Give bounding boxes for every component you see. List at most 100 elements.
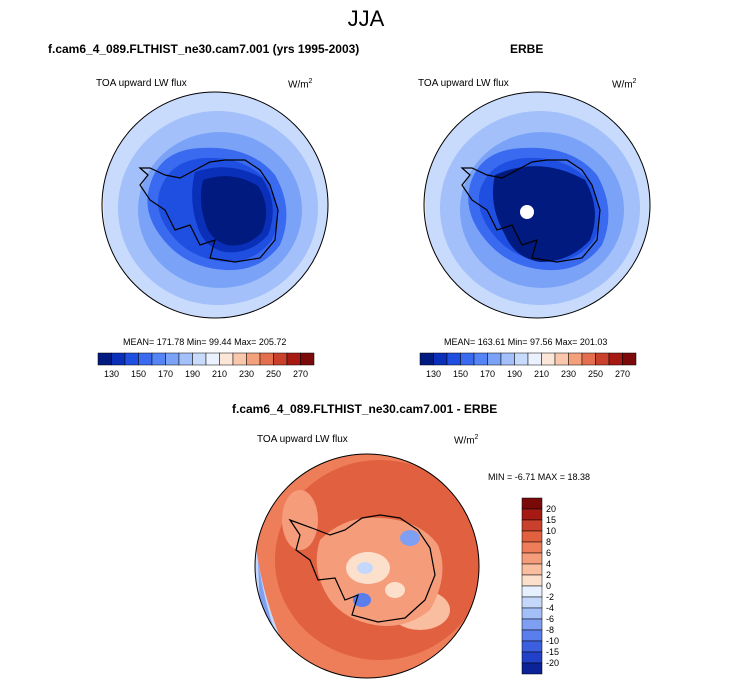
colorbar-swatch (521, 629, 543, 642)
colorbar-tick-label: 8 (546, 537, 551, 547)
colorbar-swatch (192, 352, 207, 366)
colorbar-tick-label: -15 (546, 647, 559, 657)
colorbar-tick-label: 170 (158, 369, 173, 379)
colorbar-tick-label: 170 (480, 369, 495, 379)
panel-2-title: ERBE (510, 42, 544, 56)
colorbar-swatch (97, 352, 112, 366)
colorbar-tick-label: 190 (507, 369, 522, 379)
colorbar-tick-label: 210 (534, 369, 549, 379)
colorbar-swatch (300, 352, 315, 366)
colorbar-swatch (219, 352, 234, 366)
colorbar-tick-label: 250 (266, 369, 281, 379)
panel-2-colorbar: 130 150 170 190 210 230 250 270 (419, 352, 637, 379)
panel-1-colorbar: 130 150 170 190 210 230 250 270 (97, 352, 315, 379)
colorbar-tick-label: 130 (104, 369, 119, 379)
colorbar-swatch (124, 352, 139, 366)
colorbar-tick-label: 20 (546, 504, 556, 514)
panel-1-variable-label: TOA upward LW flux (96, 78, 187, 89)
colorbar-tick-label: 6 (546, 548, 551, 558)
colorbar-tick-label: 4 (546, 559, 551, 569)
colorbar-tick-label: 270 (615, 369, 630, 379)
panel-2-variable-label: TOA upward LW flux (418, 78, 509, 89)
colorbar-tick-label: 270 (293, 369, 308, 379)
colorbar-swatch (473, 352, 488, 366)
colorbar-swatch (521, 651, 543, 664)
colorbar-tick-label: 0 (546, 581, 551, 591)
colorbar-tick-label: -10 (546, 636, 559, 646)
colorbar-tick-label: 230 (239, 369, 254, 379)
colorbar-swatch (554, 352, 569, 366)
colorbar-swatch (487, 352, 502, 366)
panel-1-title: f.cam6_4_089.FLTHIST_ne30.cam7.001 (yrs … (48, 42, 360, 56)
panel-2-units: W/m2 (612, 78, 637, 91)
colorbar-swatch (433, 352, 448, 366)
colorbar-swatch (273, 352, 288, 366)
colorbar-swatch (521, 585, 543, 598)
colorbar-tick-label: 230 (561, 369, 576, 379)
panel-1-map (102, 92, 328, 318)
colorbar-swatch (419, 352, 434, 366)
colorbar-tick-label: 250 (588, 369, 603, 379)
colorbar-swatch (521, 508, 543, 521)
panel-2-map (424, 92, 650, 318)
colorbar-swatch (608, 352, 623, 366)
colorbar-swatch (246, 352, 261, 366)
panel-2-stats: MEAN= 163.61 Min= 97.56 Max= 201.03 (444, 337, 608, 347)
colorbar-swatch (541, 352, 556, 366)
colorbar-swatch (521, 519, 543, 532)
panel-1-units: W/m2 (288, 78, 313, 91)
colorbar-swatch (232, 352, 247, 366)
colorbar-tick-label: 130 (426, 369, 441, 379)
colorbar-swatch (521, 640, 543, 653)
colorbar-tick-label: 2 (546, 570, 551, 580)
colorbar-tick-label: -2 (546, 592, 554, 602)
colorbar-tick-label: 15 (546, 515, 556, 525)
colorbar-swatch (514, 352, 529, 366)
colorbar-swatch (568, 352, 583, 366)
colorbar-swatch (521, 662, 543, 675)
colorbar-swatch (521, 607, 543, 620)
colorbar-swatch (527, 352, 542, 366)
colorbar-swatch (460, 352, 475, 366)
panel-3-map (255, 454, 479, 678)
panel-1-stats: MEAN= 171.78 Min= 99.44 Max= 205.72 (123, 337, 287, 347)
colorbar-tick-label: 150 (453, 369, 468, 379)
units-text: W/m (288, 79, 309, 91)
colorbar-swatch (521, 530, 543, 543)
colorbar-tick-label: -20 (546, 658, 559, 668)
colorbar-tick-label: -4 (546, 603, 554, 613)
colorbar-swatch (581, 352, 596, 366)
colorbar-swatch (286, 352, 301, 366)
panel-3-map-border (254, 453, 480, 679)
colorbar-tick-label: 210 (212, 369, 227, 379)
colorbar-swatch (521, 552, 543, 565)
colorbar-swatch (521, 541, 543, 554)
colorbar-tick-label: 150 (131, 369, 146, 379)
panel-2-map-border (423, 91, 651, 319)
colorbar-swatch (205, 352, 220, 366)
colorbar-tick-label: 10 (546, 526, 556, 536)
colorbar-swatch (595, 352, 610, 366)
colorbar-swatch (622, 352, 637, 366)
colorbar-swatch (446, 352, 461, 366)
panel-3-units: W/m2 (454, 434, 479, 447)
colorbar-tick-label: 190 (185, 369, 200, 379)
colorbar-swatch (521, 618, 543, 631)
colorbar-swatch (151, 352, 166, 366)
colorbar-tick-label: -8 (546, 625, 554, 635)
panel-3-variable-label: TOA upward LW flux (257, 434, 348, 445)
colorbar-swatch (178, 352, 193, 366)
colorbar-swatch (138, 352, 153, 366)
page-title: JJA (347, 6, 385, 31)
colorbar-tick-label: -6 (546, 614, 554, 624)
colorbar-swatch (259, 352, 274, 366)
colorbar-swatch (521, 596, 543, 609)
colorbar-swatch (521, 574, 543, 587)
colorbar-swatch (111, 352, 126, 366)
colorbar-swatch (521, 563, 543, 576)
colorbar-swatch (500, 352, 515, 366)
colorbar-swatch (521, 497, 543, 510)
panel-1-map-border (101, 91, 329, 319)
